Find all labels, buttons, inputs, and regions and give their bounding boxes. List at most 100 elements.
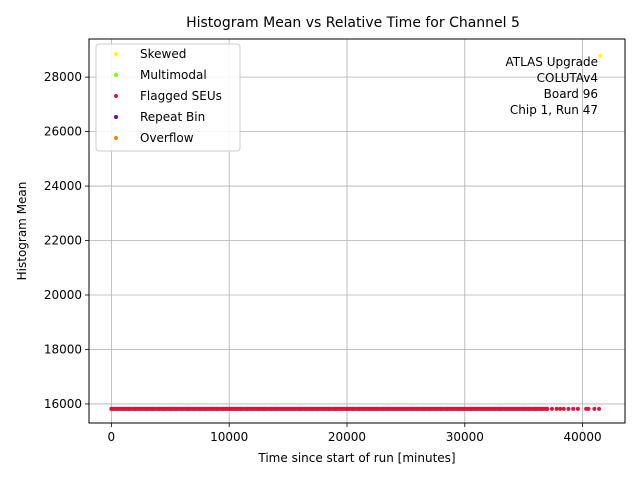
data-point: [374, 406, 379, 411]
run-info-annotation: ATLAS Upgrade COLUTAv4 Board 96 Chip 1, …: [505, 55, 598, 117]
data-point: [221, 406, 226, 411]
data-point: [566, 406, 571, 411]
legend-box: [95, 43, 241, 152]
data-point: [575, 406, 580, 411]
legend-marker: [114, 115, 118, 119]
data-point: [468, 406, 473, 411]
y-tick-label: 28000: [44, 70, 82, 84]
data-point: [433, 406, 438, 411]
annotation-line-3: Board 96: [544, 87, 598, 101]
data-point: [291, 406, 296, 411]
y-tick-label: 26000: [44, 125, 82, 139]
data-point: [427, 406, 432, 411]
data-point: [403, 406, 408, 411]
legend-label: Flagged SEUs: [140, 89, 222, 103]
data-point: [462, 406, 467, 411]
data-point: [439, 406, 444, 411]
data-point: [138, 406, 143, 411]
ticks-layer: 0 10000 20000 30000 40000 16000 18000 20000 2200…: [44, 70, 602, 444]
data-point: [571, 406, 576, 411]
data-point: [274, 406, 279, 411]
data-point: [392, 406, 397, 411]
data-point: [492, 406, 497, 411]
data-point: [144, 406, 149, 411]
data-point: [561, 406, 566, 411]
data-point: [549, 406, 554, 411]
legend-marker: [114, 52, 118, 56]
legend-marker: [114, 73, 118, 77]
data-point: [509, 406, 514, 411]
data-point: [362, 406, 367, 411]
data-point: [545, 406, 550, 411]
x-tick-label: 20000: [328, 430, 366, 444]
data-point: [445, 406, 450, 411]
data-point: [498, 406, 503, 411]
data-point: [344, 406, 349, 411]
data-point: [321, 406, 326, 411]
data-point: [333, 406, 338, 411]
data-point: [527, 406, 532, 411]
x-tick-label: 10000: [210, 430, 248, 444]
y-tick-label: 20000: [44, 288, 82, 302]
data-point: [474, 406, 479, 411]
data-point: [262, 406, 267, 411]
chart-title: Histogram Mean vs Relative Time for Chan…: [186, 15, 520, 31]
y-tick-label: 22000: [44, 234, 82, 248]
x-tick-label: 30000: [446, 430, 484, 444]
data-point: [238, 406, 243, 411]
data-point: [456, 406, 461, 411]
data-point: [368, 406, 373, 411]
data-point: [592, 406, 597, 411]
data-point: [539, 406, 544, 411]
data-point: [303, 406, 308, 411]
x-axis-label: Time since start of run [minutes]: [257, 451, 455, 465]
x-tick-label: 0: [108, 430, 116, 444]
data-point: [185, 406, 190, 411]
data-point: [533, 406, 538, 411]
data-point: [598, 53, 603, 58]
data-point: [244, 406, 249, 411]
legend: Skewed Multimodal Flagged SEUs Repeat Bin Ov…: [95, 43, 241, 152]
data-point: [174, 406, 179, 411]
data-point: [109, 406, 114, 411]
data-point: [209, 406, 214, 411]
data-point: [132, 406, 137, 411]
data-point: [162, 406, 167, 411]
data-point: [168, 406, 173, 411]
data-point: [586, 406, 591, 411]
data-point: [215, 406, 220, 411]
data-point: [554, 406, 559, 411]
x-tick-label: 40000: [563, 430, 601, 444]
data-point: [191, 406, 196, 411]
data-point: [451, 406, 456, 411]
data-point: [256, 406, 261, 411]
legend-label: Skewed: [140, 47, 186, 61]
data-point: [233, 406, 238, 411]
data-point: [150, 406, 155, 411]
data-point: [250, 406, 255, 411]
data-point: [327, 406, 332, 411]
data-point: [197, 406, 202, 411]
data-point: [227, 406, 232, 411]
data-point: [350, 406, 355, 411]
data-point: [415, 406, 420, 411]
annotation-line-4: Chip 1, Run 47: [510, 103, 598, 117]
data-point: [315, 406, 320, 411]
data-point: [386, 406, 391, 411]
data-point: [280, 406, 285, 411]
y-tick-label: 18000: [44, 342, 82, 356]
data-point: [421, 406, 426, 411]
y-tick-label: 24000: [44, 179, 82, 193]
data-point: [203, 406, 208, 411]
data-point: [156, 406, 161, 411]
data-point: [115, 406, 120, 411]
data-point: [356, 406, 361, 411]
legend-label: Overflow: [140, 131, 194, 145]
data-point: [486, 406, 491, 411]
data-point: [380, 406, 385, 411]
data-point: [521, 406, 526, 411]
annotation-line-2: COLUTAv4: [537, 71, 598, 85]
data-point: [286, 406, 291, 411]
annotation-line-1: ATLAS Upgrade: [505, 55, 598, 69]
plot-frame: [88, 38, 626, 424]
